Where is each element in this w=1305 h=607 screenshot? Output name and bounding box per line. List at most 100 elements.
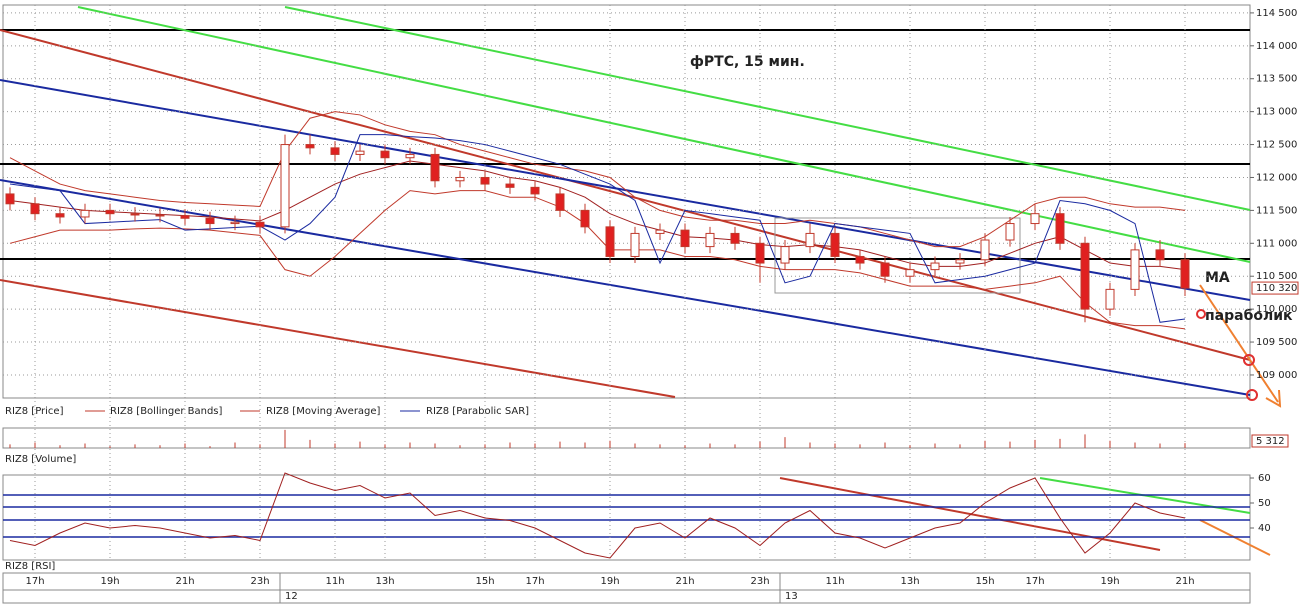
values-line: [9, 472, 1186, 559]
trend-drawings: [0, 6, 1282, 556]
candle-body: [280, 144, 290, 228]
panel-title: RIZ8 [Volume]: [5, 454, 76, 465]
x-tick-label: 19h: [100, 576, 119, 587]
candle-body: [1030, 213, 1040, 225]
x-tick-label: 15h: [975, 576, 994, 587]
bollinger-lower-line: [9, 190, 1186, 330]
rsi-tick-label: 60: [1258, 473, 1271, 484]
chart-title: фРТС, 15 мин.: [690, 54, 805, 70]
candle-body: [580, 209, 590, 228]
annotation: параболик: [1205, 308, 1293, 324]
candle-body: [330, 147, 340, 155]
x-tick-label: 23h: [750, 576, 769, 587]
candle-body: [930, 262, 940, 271]
y-tick-label: 112 000: [1256, 172, 1297, 183]
candle-body: [1055, 213, 1065, 244]
x-tick-label: 21h: [1175, 576, 1194, 587]
y-tick-label: 111 500: [1256, 205, 1297, 216]
candle-body: [555, 193, 565, 211]
candle-body: [1130, 249, 1140, 290]
candle-body: [680, 229, 690, 248]
last-price-box: [1251, 281, 1299, 295]
candle-body: [105, 209, 115, 215]
y-tick-label: 113 500: [1256, 74, 1297, 85]
x-tick-label: 19h: [600, 576, 619, 587]
candle-body: [880, 262, 890, 277]
candle-body: [630, 232, 640, 257]
candle-body: [855, 255, 865, 264]
y-tick-label: 114 000: [1256, 41, 1297, 52]
candle-body: [980, 239, 990, 261]
legend-entry: RIZ8 [Price]: [5, 406, 64, 417]
candle-body: [305, 144, 315, 149]
candle-body: [780, 246, 790, 264]
candle-body: [230, 221, 240, 225]
candle-body: [955, 259, 965, 264]
rsi-tick-label: 40: [1258, 523, 1271, 534]
candle-body: [80, 209, 90, 218]
y-tick-label: 114 500: [1256, 8, 1297, 19]
panel-frames: [2, 4, 1251, 604]
candle-body: [480, 176, 490, 185]
x-tick-label: 19h: [1100, 576, 1119, 587]
x-tick-label: 23h: [250, 576, 269, 587]
candle-body: [530, 186, 540, 195]
x-tick-label: 17h: [525, 576, 544, 587]
parabolic-sar-line: [9, 134, 1186, 323]
x-tick-label: 11h: [325, 576, 344, 587]
candle-body: [455, 176, 465, 182]
candle-body: [130, 213, 140, 216]
legend-entry: RIZ8 [Moving Average]: [266, 406, 381, 417]
y-tick-label: 113 000: [1256, 107, 1297, 118]
last-price-label: 110 320: [1256, 283, 1297, 294]
candle-body: [180, 215, 190, 219]
candle-body: [830, 232, 840, 257]
y-tick-label: 109 000: [1256, 370, 1297, 381]
bollinger-upper-line: [9, 111, 1186, 248]
candle-body: [255, 221, 265, 228]
candle-body: [1105, 288, 1115, 310]
x-tick-label: 13h: [375, 576, 394, 587]
volume-label: 5 312: [1256, 436, 1285, 447]
candle-body: [1005, 223, 1015, 241]
candle-body: [155, 214, 165, 217]
candle-body: [205, 217, 215, 225]
legend-entry: RIZ8 [Bollinger Bands]: [110, 406, 223, 417]
y-tick-label: 110 000: [1256, 304, 1297, 315]
x-tick-label: 17h: [25, 576, 44, 587]
candle-body: [755, 242, 765, 264]
annotation: MA: [1205, 270, 1230, 286]
candle-body: [1080, 242, 1090, 310]
volume-box: [1251, 434, 1289, 448]
legend-entry: RIZ8 [Parabolic SAR]: [426, 406, 529, 417]
candle-body: [905, 269, 915, 277]
x-tick-label: 21h: [175, 576, 194, 587]
y-tick-label: 110 500: [1256, 271, 1297, 282]
candle-body: [5, 193, 15, 205]
x-tick-label: 21h: [675, 576, 694, 587]
candle-body: [655, 229, 665, 234]
candle-body: [730, 232, 740, 244]
y-tick-label: 112 500: [1256, 140, 1297, 151]
date-label: 13: [785, 591, 798, 602]
moving-average-line: [9, 160, 1186, 271]
candle-body: [1155, 249, 1165, 261]
x-tick-label: 13h: [900, 576, 919, 587]
x-tick-label: 15h: [475, 576, 494, 587]
candle-body: [430, 153, 440, 182]
rsi-tick-label: 50: [1258, 498, 1271, 509]
candle-body: [405, 153, 415, 159]
candle-body: [30, 203, 40, 215]
date-label: 12: [285, 591, 298, 602]
candle-body: [55, 213, 65, 218]
panel-title: RIZ8 [RSI]: [5, 561, 55, 572]
candle-body: [1180, 259, 1190, 289]
candle-body: [380, 150, 390, 159]
x-tick-label: 17h: [1025, 576, 1044, 587]
candle-body: [505, 183, 515, 188]
candle-body: [355, 150, 365, 155]
y-tick-label: 111 000: [1256, 238, 1297, 249]
x-tick-label: 11h: [825, 576, 844, 587]
